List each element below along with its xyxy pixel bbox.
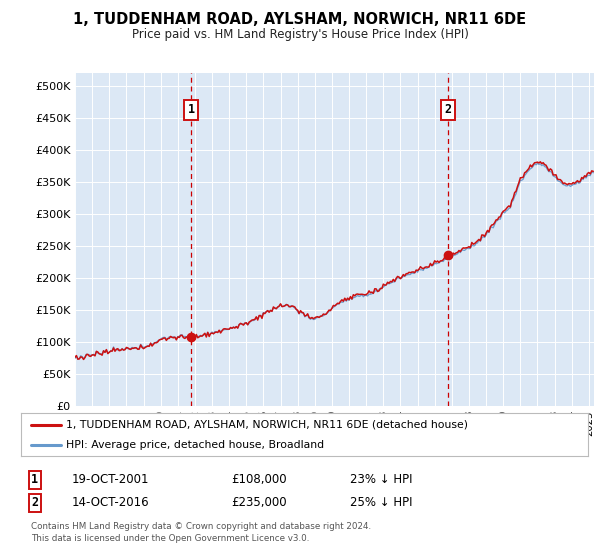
Text: 1, TUDDENHAM ROAD, AYLSHAM, NORWICH, NR11 6DE (detached house): 1, TUDDENHAM ROAD, AYLSHAM, NORWICH, NR1…	[67, 419, 469, 430]
Text: 19-OCT-2001: 19-OCT-2001	[72, 473, 149, 486]
Text: Price paid vs. HM Land Registry's House Price Index (HPI): Price paid vs. HM Land Registry's House …	[131, 28, 469, 41]
Text: 2: 2	[31, 496, 38, 510]
Text: HPI: Average price, detached house, Broadland: HPI: Average price, detached house, Broa…	[67, 440, 325, 450]
Text: £108,000: £108,000	[231, 473, 286, 486]
Text: 1, TUDDENHAM ROAD, AYLSHAM, NORWICH, NR11 6DE: 1, TUDDENHAM ROAD, AYLSHAM, NORWICH, NR1…	[73, 12, 527, 27]
Text: 1: 1	[188, 104, 195, 116]
Text: £235,000: £235,000	[231, 496, 286, 510]
Text: 1: 1	[31, 473, 38, 486]
Text: Contains HM Land Registry data © Crown copyright and database right 2024.
This d: Contains HM Land Registry data © Crown c…	[31, 522, 371, 543]
Text: 2: 2	[445, 104, 452, 116]
Text: 23% ↓ HPI: 23% ↓ HPI	[350, 473, 412, 486]
Text: 25% ↓ HPI: 25% ↓ HPI	[350, 496, 412, 510]
Text: 14-OCT-2016: 14-OCT-2016	[72, 496, 149, 510]
